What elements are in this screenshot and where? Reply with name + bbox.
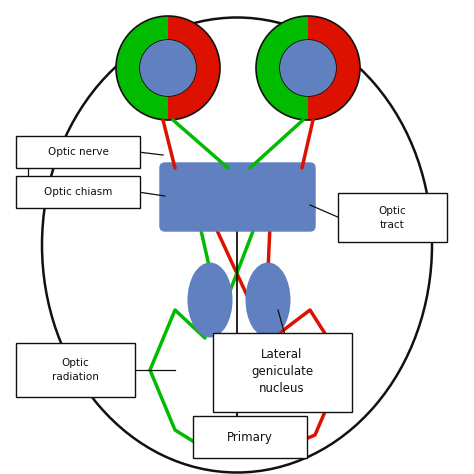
Wedge shape xyxy=(256,16,308,120)
Text: Primary: Primary xyxy=(227,430,273,444)
Ellipse shape xyxy=(246,263,291,337)
FancyBboxPatch shape xyxy=(213,333,352,412)
Text: Optic
tract: Optic tract xyxy=(378,206,406,229)
Wedge shape xyxy=(116,16,168,120)
FancyBboxPatch shape xyxy=(16,176,140,208)
FancyBboxPatch shape xyxy=(338,193,447,242)
FancyBboxPatch shape xyxy=(16,343,135,397)
Text: Optic nerve: Optic nerve xyxy=(47,147,109,157)
FancyBboxPatch shape xyxy=(193,416,307,458)
Text: Lateral
geniculate
nucleus: Lateral geniculate nucleus xyxy=(251,348,313,395)
Circle shape xyxy=(280,40,336,96)
FancyBboxPatch shape xyxy=(16,136,140,168)
FancyBboxPatch shape xyxy=(160,163,315,231)
Text: Optic
radiation: Optic radiation xyxy=(52,358,99,382)
Wedge shape xyxy=(308,16,360,120)
Circle shape xyxy=(140,40,196,96)
Ellipse shape xyxy=(188,263,233,337)
Text: Optic chiasm: Optic chiasm xyxy=(44,187,112,197)
Wedge shape xyxy=(168,16,220,120)
